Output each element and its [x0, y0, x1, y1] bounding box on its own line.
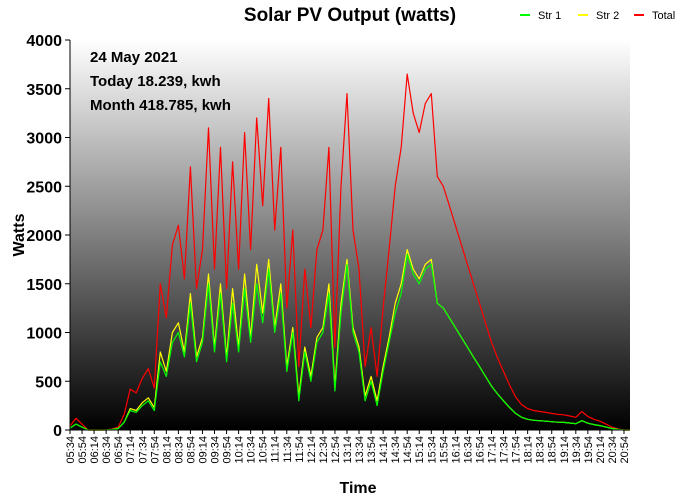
- x-tick-label: 09:34: [210, 436, 222, 464]
- x-tick-label: 15:14: [414, 436, 426, 464]
- x-tick-label: 06:34: [101, 436, 113, 464]
- x-tick-label: 19:14: [559, 436, 571, 464]
- annotation-month: Month 418.785, kwh: [90, 97, 231, 114]
- x-tick-label: 13:34: [354, 436, 366, 464]
- x-tick-label: 11:14: [270, 436, 282, 463]
- x-tick-label: 19:54: [583, 436, 595, 464]
- x-tick-label: 17:54: [511, 436, 523, 464]
- x-tick-label: 14:54: [402, 436, 414, 464]
- x-tick-label: 16:54: [474, 436, 486, 464]
- x-tick-label: 12:54: [330, 436, 342, 464]
- y-tick-label: 2000: [26, 228, 62, 245]
- legend-label-str1: Str 1: [538, 10, 561, 22]
- x-tick-label: 09:54: [222, 436, 234, 464]
- series-layer: [69, 73, 630, 431]
- x-tick-label: 09:14: [197, 436, 209, 464]
- x-tick-label: 15:34: [426, 436, 438, 464]
- x-tick-label: 12:34: [318, 436, 330, 464]
- x-tick-label: 15:54: [438, 436, 450, 464]
- x-tick-label: 08:34: [173, 436, 185, 464]
- plot-background: [70, 40, 630, 430]
- x-tick-label: 10:14: [234, 436, 246, 464]
- x-tick-label: 12:14: [306, 436, 318, 464]
- x-tick-label: 10:34: [246, 436, 258, 464]
- x-tick-label: 20:14: [595, 436, 607, 464]
- x-tick-label: 18:34: [535, 436, 547, 464]
- x-tick-label: 17:34: [499, 436, 511, 464]
- x-tick-label: 14:14: [378, 436, 390, 464]
- x-tick-label: 14:34: [390, 436, 402, 464]
- x-tick-label: 13:54: [366, 436, 378, 464]
- series-line-str-1: [69, 253, 630, 431]
- y-tick-label: 500: [35, 374, 62, 391]
- x-tick-label: 07:54: [149, 436, 161, 464]
- x-tick-label: 08:54: [185, 436, 197, 464]
- annotation-date: 24 May 2021: [90, 49, 178, 66]
- x-tick-label: 16:34: [462, 436, 474, 464]
- x-axis-label: Time: [339, 480, 376, 497]
- x-tick-label: 18:14: [523, 436, 535, 464]
- x-tick-label: 06:54: [113, 436, 125, 464]
- legend-label-total: Total: [652, 10, 675, 22]
- x-tick-label: 11:34: [282, 436, 294, 463]
- x-tick-label: 13:14: [342, 436, 354, 464]
- series-line-total: [69, 73, 630, 431]
- axes-layer: 0 500 1000 1500 2000 2500 3000 3500 4000 05:34 05:…: [26, 33, 631, 464]
- y-tick-label: 2500: [26, 179, 62, 196]
- x-tick-label: 20:54: [619, 436, 631, 464]
- y-tick-label: 4000: [26, 33, 62, 50]
- x-tick-label: 05:54: [77, 436, 89, 464]
- x-tick-label: 11:54: [294, 436, 306, 463]
- y-axis-label: Watts: [11, 213, 28, 256]
- x-tick-label: 07:14: [125, 436, 137, 464]
- legend: Str 1 Str 2 Total: [520, 10, 675, 22]
- y-tick-label: 1500: [26, 277, 62, 294]
- x-tick-label: 08:14: [161, 436, 173, 464]
- x-tick-label: 17:14: [487, 436, 499, 464]
- annotation-today: Today 18.239, kwh: [90, 73, 221, 90]
- y-tick-label: 3500: [26, 82, 62, 99]
- y-tick-label: 1000: [26, 326, 62, 343]
- x-tick-label: 07:34: [137, 436, 149, 464]
- legend-label-str2: Str 2: [596, 10, 619, 22]
- x-tick-label: 10:54: [258, 436, 270, 464]
- y-tick-label: 0: [53, 423, 62, 440]
- x-tick-label: 06:14: [89, 436, 101, 464]
- chart-title: Solar PV Output (watts): [244, 5, 456, 26]
- x-tick-label: 20:34: [607, 436, 619, 464]
- x-tick-label: 16:14: [450, 436, 462, 464]
- x-tick-label: 18:54: [547, 436, 559, 464]
- x-tick-label: 05:34: [65, 436, 77, 464]
- y-tick-label: 3000: [26, 131, 62, 148]
- x-tick-label: 19:34: [571, 436, 583, 464]
